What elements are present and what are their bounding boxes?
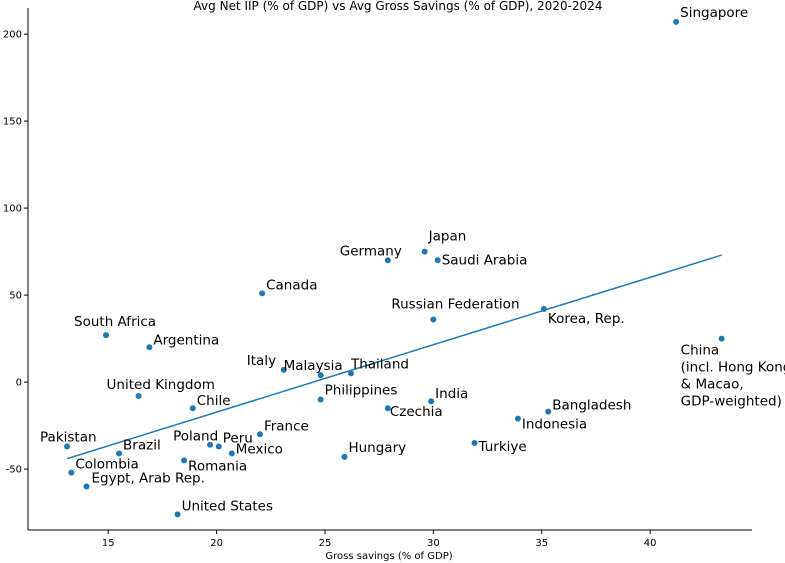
x-tick-label: 30 xyxy=(427,538,440,549)
point-label: Saudi Arabia xyxy=(442,252,528,268)
data-point xyxy=(135,393,142,400)
point-label: Argentina xyxy=(153,332,219,348)
y-tick-label: 50 xyxy=(9,291,22,302)
data-point xyxy=(718,335,725,342)
data-point xyxy=(103,332,110,339)
data-point xyxy=(384,257,391,264)
x-tick-label: 25 xyxy=(319,538,332,549)
chart-title: Avg Net IIP (% of GDP) vs Avg Gross Savi… xyxy=(194,0,603,13)
point-label: Bangladesh xyxy=(552,398,631,414)
x-tick-label: 40 xyxy=(644,538,657,549)
data-point xyxy=(341,453,348,460)
data-point xyxy=(146,344,153,351)
data-point xyxy=(215,443,222,450)
point-label: United Kingdom xyxy=(107,377,215,393)
trendline-group xyxy=(66,254,722,460)
point-label: South Africa xyxy=(74,314,156,330)
point-label: Russian Federation xyxy=(391,296,519,312)
data-points xyxy=(64,18,725,518)
y-tick-label: 150 xyxy=(3,117,22,128)
point-label: Malaysia xyxy=(284,358,343,374)
x-axis-ticks: 15 20 25 30 35 40 xyxy=(102,530,657,549)
point-labels: Singapore Japan Germany Saudi Arabia Canada R… xyxy=(40,5,785,514)
data-point xyxy=(83,483,90,490)
data-point xyxy=(228,450,235,457)
data-point xyxy=(280,366,287,373)
data-point xyxy=(430,316,437,323)
point-label: Colombia xyxy=(75,457,138,473)
x-tick-label: 35 xyxy=(535,538,548,549)
data-point xyxy=(207,441,214,448)
point-label: Indonesia xyxy=(522,417,587,433)
point-label: Hungary xyxy=(348,440,406,456)
data-point xyxy=(64,443,71,450)
data-point xyxy=(347,370,354,377)
point-label: Turkiye xyxy=(478,439,527,455)
point-label: Egypt, Arab Rep. xyxy=(92,471,205,487)
data-point xyxy=(421,248,428,255)
point-label: Thailand xyxy=(350,356,409,372)
data-point xyxy=(68,469,75,476)
point-label: China (incl. Hong Kong & Macao, GDP-weighte… xyxy=(681,343,785,410)
data-point xyxy=(471,440,478,446)
point-label: Mexico xyxy=(236,441,283,457)
point-label: Peru xyxy=(223,430,253,446)
data-point xyxy=(256,431,263,438)
y-axis-ticks: -50 0 50 100 150 200 xyxy=(3,30,28,476)
data-point xyxy=(514,415,521,422)
point-label: United States xyxy=(182,498,273,514)
data-point xyxy=(116,450,123,457)
data-point xyxy=(545,408,552,415)
point-label: Brazil xyxy=(123,437,161,453)
point-label: Czechia xyxy=(390,404,443,420)
data-point xyxy=(259,290,266,297)
trendline xyxy=(66,254,722,460)
point-label: Romania xyxy=(188,458,247,474)
data-point xyxy=(384,405,391,412)
x-tick-label: 20 xyxy=(210,538,223,549)
point-label: Singapore xyxy=(680,5,748,21)
point-label: Korea, Rep. xyxy=(548,311,625,327)
point-label: Pakistan xyxy=(40,429,97,445)
data-point xyxy=(317,372,324,379)
y-tick-label: 100 xyxy=(3,204,22,215)
y-tick-label: 200 xyxy=(3,30,22,41)
data-point xyxy=(673,18,680,25)
data-point xyxy=(434,257,441,264)
data-point xyxy=(317,396,324,403)
data-point xyxy=(540,306,547,313)
point-label: Philippines xyxy=(325,383,398,399)
point-label: France xyxy=(264,418,309,434)
point-label: Italy xyxy=(247,353,276,369)
point-label: Germany xyxy=(340,243,402,259)
point-label: Canada xyxy=(266,277,317,293)
data-point xyxy=(189,405,196,412)
point-label: Poland xyxy=(173,429,218,445)
data-point xyxy=(174,511,181,518)
x-axis-label: Gross savings (% of GDP) xyxy=(325,551,452,562)
x-tick-label: 15 xyxy=(102,538,115,549)
y-tick-label: -50 xyxy=(6,465,22,476)
y-tick-label: 0 xyxy=(16,378,22,389)
point-label: Japan xyxy=(428,229,467,245)
data-point xyxy=(181,457,188,464)
point-label: India xyxy=(435,386,468,402)
data-point xyxy=(428,398,435,405)
point-label: Chile xyxy=(197,393,231,409)
